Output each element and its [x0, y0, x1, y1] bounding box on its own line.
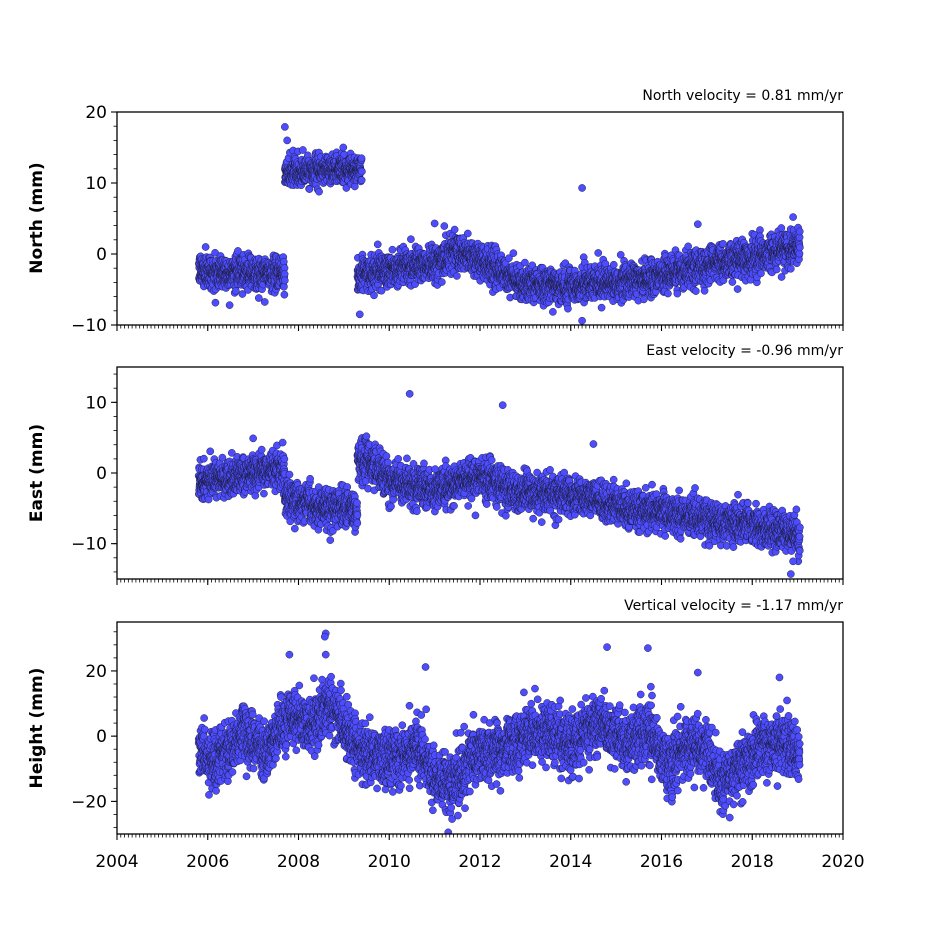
- north-data-point: [772, 265, 781, 274]
- north-data-point: [700, 286, 709, 295]
- north-data-point: [450, 225, 459, 234]
- north-outlier-point: [430, 219, 439, 228]
- north-outlier-point: [283, 136, 291, 145]
- north-data-point: [549, 308, 557, 316]
- north-data-point: [777, 224, 786, 232]
- north-data-point: [377, 286, 386, 295]
- north-data-point: [453, 272, 461, 280]
- north-data-point: [733, 285, 742, 293]
- north-outlier-point: [578, 316, 586, 325]
- north-data-point: [757, 269, 765, 278]
- north-data-point: [719, 240, 727, 248]
- north-y-tick-label: 20: [85, 103, 107, 123]
- north-data-point: [609, 260, 618, 269]
- north-y-tick-label: 0: [96, 245, 107, 265]
- north-data-point: [225, 301, 234, 309]
- north-data-point: [597, 303, 606, 312]
- north-data-point: [795, 227, 804, 236]
- north-data-point: [692, 287, 700, 295]
- north-data-point: [407, 235, 415, 244]
- north-velocity-title: North velocity = 0.81 mm/yr: [642, 88, 843, 104]
- north-outlier-point: [281, 123, 289, 131]
- north-data-point: [388, 245, 397, 254]
- north-outlier-point: [355, 310, 364, 319]
- north-data-point: [280, 290, 289, 299]
- north-data-point: [564, 304, 572, 313]
- north-data-point: [280, 282, 288, 291]
- north-panel: North velocity = 0.81 mm/yr −10 0 10 20 Nor…: [27, 88, 844, 336]
- north-data-point: [315, 187, 323, 196]
- north-data-point: [231, 286, 240, 295]
- north-data-point: [280, 270, 289, 278]
- north-outlier-point: [578, 184, 586, 192]
- north-data-point: [305, 185, 314, 193]
- north-data-point: [440, 222, 449, 230]
- north-data-point: [796, 243, 804, 252]
- north-data-point: [673, 289, 682, 298]
- north-data-point: [594, 249, 603, 257]
- north-data-point: [254, 294, 263, 302]
- north-data-point: [728, 278, 737, 286]
- north-data-point: [463, 229, 472, 238]
- north-data-point: [279, 257, 288, 266]
- north-data-point: [358, 167, 366, 176]
- east-data-point: [200, 454, 208, 463]
- north-data-point: [664, 289, 672, 298]
- north-data-point: [509, 249, 518, 257]
- north-data-point: [639, 295, 648, 304]
- north-data-point: [357, 154, 366, 163]
- north-data-point: [211, 298, 220, 307]
- north-data-points: [195, 123, 804, 325]
- north-data-point: [777, 273, 786, 281]
- north-data-point: [201, 243, 210, 251]
- north-outlier-point: [789, 213, 797, 221]
- north-data-point: [521, 258, 529, 267]
- east-data-point: [206, 447, 215, 456]
- north-data-point: [370, 291, 378, 300]
- north-data-point: [438, 278, 446, 286]
- north-data-point: [786, 264, 795, 273]
- north-data-point: [299, 146, 307, 154]
- east-velocity-title: East velocity = -0.96 mm/yr: [646, 343, 843, 359]
- north-data-point: [280, 276, 289, 285]
- north-data-point: [357, 176, 366, 184]
- north-outlier-point: [693, 220, 702, 229]
- north-data-point: [684, 242, 692, 251]
- north-data-point: [260, 298, 269, 306]
- north-data-point: [373, 240, 382, 249]
- north-y-tick-label: −10: [71, 316, 107, 336]
- north-data-point: [238, 290, 247, 298]
- north-y-axis-label: North (mm): [27, 162, 47, 273]
- north-data-point: [234, 247, 242, 255]
- north-y-tick-label: 10: [85, 174, 107, 194]
- north-data-point: [339, 143, 348, 152]
